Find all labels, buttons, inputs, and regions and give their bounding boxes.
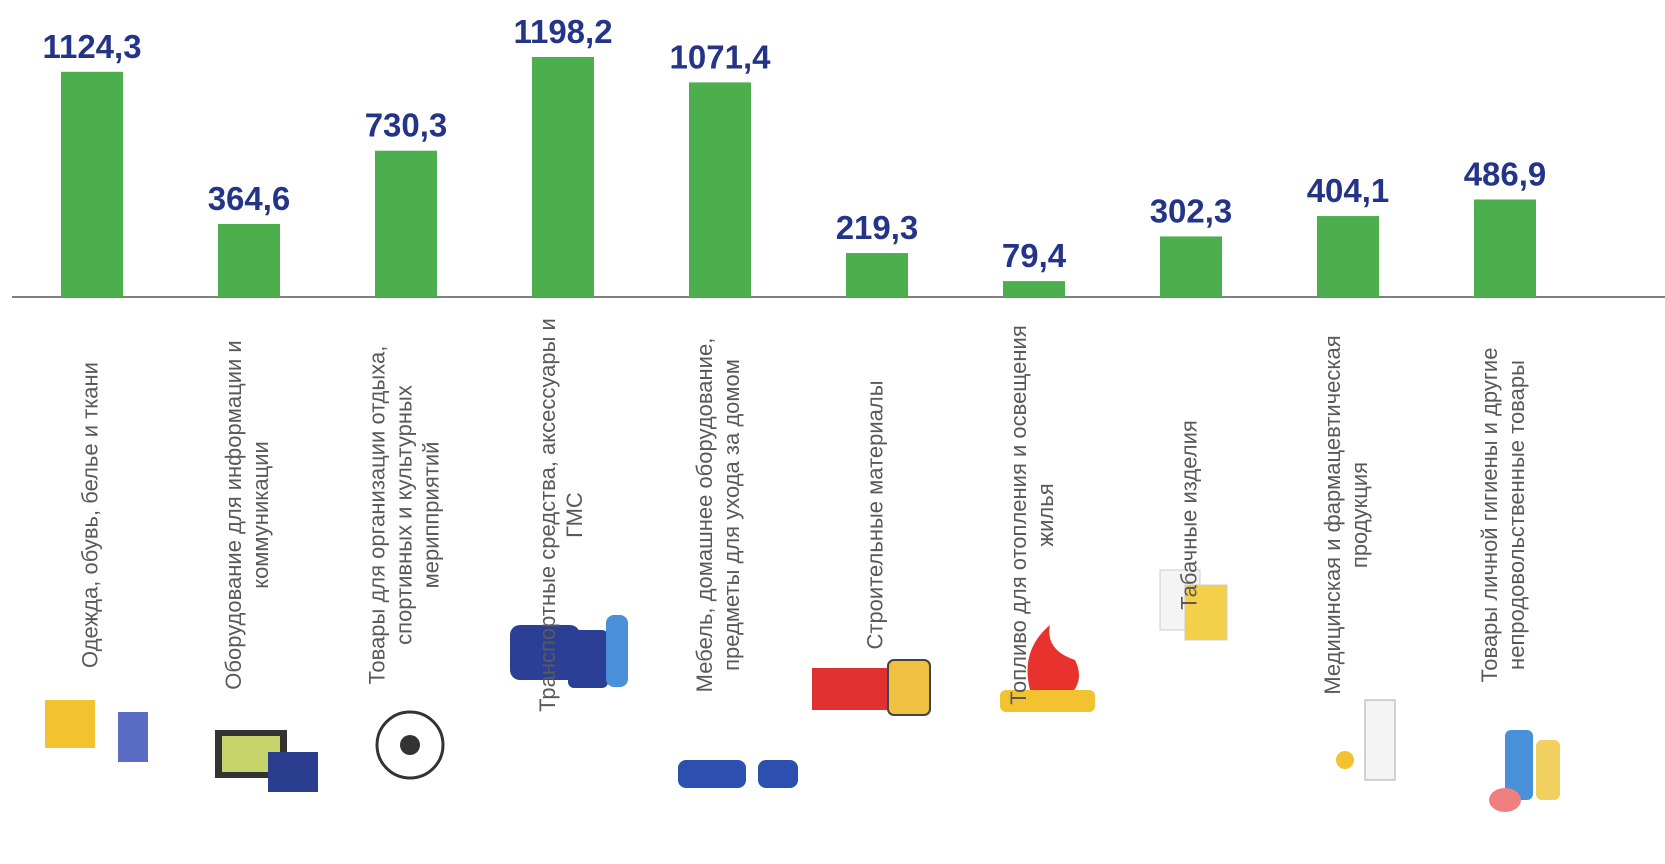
bar [532,57,594,297]
icon [1489,788,1521,812]
value-label: 404,1 [1307,172,1390,209]
bar [1003,281,1065,297]
bar [1160,236,1222,297]
category-label: Мебель, домашнее оборудование, предметы … [691,315,745,715]
category-label: Транспортные средства, аксессуары и ГМС [534,315,588,715]
value-label: 486,9 [1464,155,1547,192]
icon [1336,751,1354,769]
icon [758,760,798,788]
bar [689,82,751,297]
category-label: Товары личной гигиены и другие непродово… [1476,315,1530,715]
bar [375,151,437,297]
bar [61,72,123,297]
value-label: 219,3 [836,209,919,246]
category-label: Строительные материалы [862,315,889,715]
value-label: 302,3 [1150,192,1233,229]
bar [1317,216,1379,297]
icon [678,760,746,788]
category-label: Товары для организации отдыха, спортивны… [364,315,445,715]
icon [268,752,318,792]
value-label: 1124,3 [42,28,141,65]
category-label: Медицинская и фармацевтическая продукция [1319,315,1373,715]
category-label: Одежда, обувь, белье и ткани [77,315,104,715]
bar [218,224,280,297]
page: 1124,3 364,6 730,3 1198,2 1071,4 219,3 79,4 302… [0,0,1665,864]
bar [846,253,908,297]
category-label: Оборудование для информации и коммуникац… [220,315,274,715]
value-label: 1198,2 [513,13,612,50]
value-label: 730,3 [365,107,448,144]
category-label: Табачные изделия [1176,315,1203,715]
icon [118,712,148,762]
value-label: 364,6 [208,180,291,217]
icon [400,735,420,755]
value-label: 79,4 [1002,237,1067,274]
bar [1474,199,1536,297]
icon [888,660,930,715]
category-label: Топливо для отопления и освещения жилья [1005,315,1059,715]
icon [1536,740,1560,800]
icon [606,615,628,687]
value-label: 1071,4 [670,38,772,75]
